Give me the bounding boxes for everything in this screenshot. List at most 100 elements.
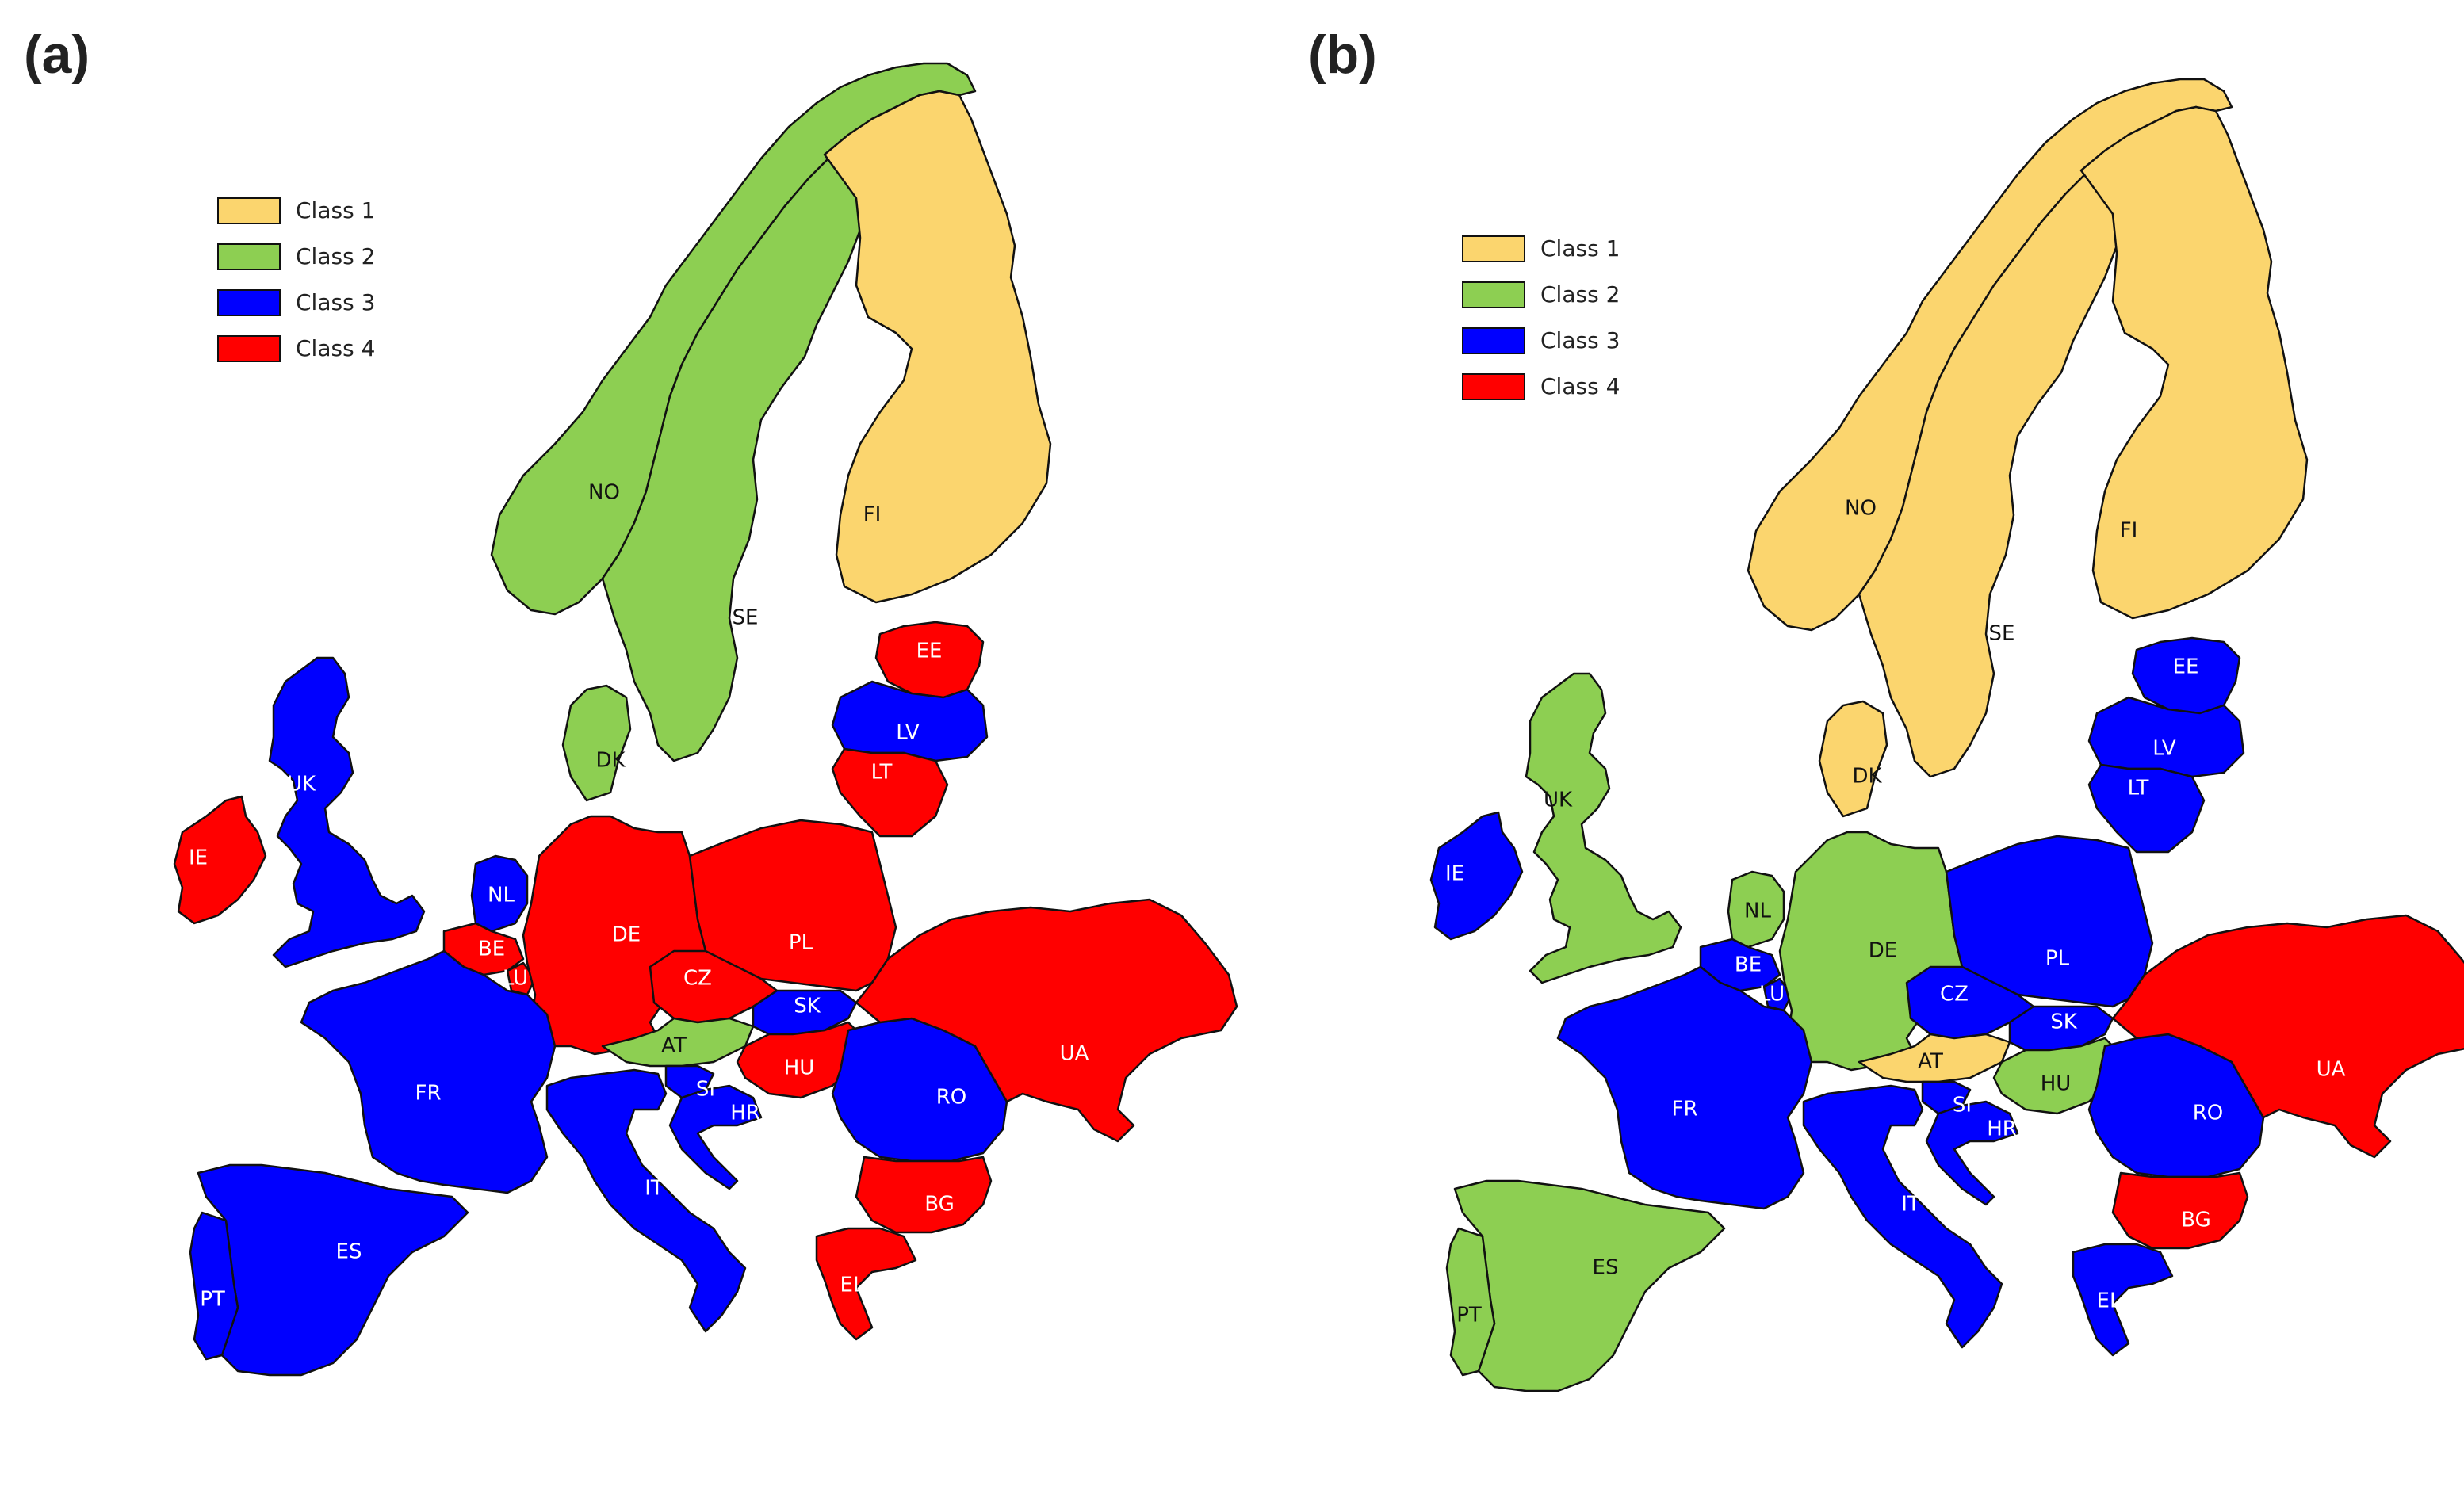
country-uk bbox=[268, 656, 426, 968]
country-label-dk: DK bbox=[1852, 765, 1882, 789]
country-dk bbox=[1818, 700, 1888, 818]
country-se bbox=[1858, 133, 2138, 778]
country-ua bbox=[855, 898, 1238, 1143]
legend-swatch-class-1 bbox=[217, 197, 281, 224]
country-hr bbox=[1925, 1100, 2019, 1206]
country-label-bg: BG bbox=[2181, 1209, 2211, 1232]
country-label-ua: UA bbox=[1060, 1042, 1089, 1066]
country-bg bbox=[2111, 1171, 2249, 1250]
country-label-lu: LU bbox=[503, 967, 528, 991]
country-label-sk: SK bbox=[2050, 1010, 2078, 1034]
country-fr bbox=[300, 949, 557, 1194]
legend-panel-b: Class 1 Class 2 Class 3 Class 4 bbox=[1462, 235, 1620, 400]
country-label-hr: HR bbox=[1987, 1117, 2017, 1141]
legend-label-class-3: Class 3 bbox=[1540, 327, 1620, 353]
country-label-fr: FR bbox=[415, 1082, 441, 1106]
country-ee bbox=[874, 621, 985, 699]
legend-label-class-4: Class 4 bbox=[1540, 373, 1620, 399]
country-label-be: BE bbox=[478, 938, 505, 961]
country-label-pt: PT bbox=[200, 1288, 225, 1312]
legend-label-class-4: Class 4 bbox=[296, 335, 375, 361]
country-label-hu: HU bbox=[784, 1056, 815, 1080]
country-at bbox=[601, 1017, 755, 1068]
country-label-ie: IE bbox=[189, 846, 208, 870]
country-bg bbox=[855, 1156, 993, 1234]
country-fi bbox=[823, 90, 1052, 604]
country-label-ua: UA bbox=[2317, 1058, 2346, 1082]
country-el bbox=[815, 1227, 917, 1341]
legend-swatch-class-3 bbox=[217, 289, 281, 316]
country-at bbox=[1858, 1033, 2011, 1083]
country-label-pt: PT bbox=[1456, 1304, 1482, 1327]
country-label-lt: LT bbox=[2128, 777, 2149, 800]
country-label-uk: UK bbox=[1544, 789, 1573, 812]
country-label-nl: NL bbox=[1744, 900, 1771, 923]
legend-label-class-2: Class 2 bbox=[296, 243, 375, 269]
country-hr bbox=[668, 1084, 763, 1190]
country-fr bbox=[1556, 965, 1813, 1210]
country-label-no: NO bbox=[588, 481, 620, 505]
country-label-hu: HU bbox=[2041, 1072, 2072, 1096]
country-label-bg: BG bbox=[924, 1193, 955, 1217]
country-ee bbox=[2131, 636, 2241, 715]
country-label-ro: RO bbox=[936, 1086, 967, 1110]
country-label-lt: LT bbox=[871, 761, 893, 785]
country-label-pl: PL bbox=[789, 931, 813, 955]
country-label-at: AT bbox=[1918, 1050, 1943, 1074]
country-label-fr: FR bbox=[1671, 1098, 1697, 1121]
country-label-ee: EE bbox=[916, 640, 943, 663]
country-label-sk: SK bbox=[794, 995, 821, 1018]
country-nl bbox=[470, 854, 529, 933]
legend-swatch-class-4 bbox=[217, 335, 281, 362]
country-label-be: BE bbox=[1735, 953, 1762, 977]
country-label-it: IT bbox=[1901, 1193, 1920, 1217]
country-pt bbox=[1445, 1227, 1496, 1377]
country-label-cz: CZ bbox=[683, 967, 712, 991]
legend-label-class-3: Class 3 bbox=[296, 289, 375, 315]
country-label-lv: LV bbox=[896, 721, 920, 745]
country-fi bbox=[2079, 105, 2309, 620]
legend-label-class-1: Class 1 bbox=[296, 197, 375, 223]
country-label-el: EL bbox=[840, 1274, 865, 1297]
country-es bbox=[1453, 1179, 1726, 1392]
country-label-no: NO bbox=[1845, 497, 1877, 521]
country-label-fi: FI bbox=[863, 503, 882, 527]
country-se bbox=[601, 117, 882, 762]
country-label-dk: DK bbox=[595, 749, 626, 773]
panel-b-label: (b) bbox=[1308, 25, 1377, 85]
legend-swatch-class-3 bbox=[1462, 327, 1525, 354]
country-label-at: AT bbox=[661, 1034, 687, 1058]
country-label-de: DE bbox=[612, 923, 641, 947]
country-label-lu: LU bbox=[1759, 983, 1785, 1007]
country-label-nl: NL bbox=[488, 884, 515, 907]
country-label-ie: IE bbox=[1445, 862, 1464, 886]
country-it bbox=[1802, 1084, 2003, 1349]
legend-label-class-1: Class 1 bbox=[1540, 235, 1620, 262]
country-sk bbox=[2008, 1005, 2114, 1052]
country-label-si: SI bbox=[1953, 1094, 1972, 1117]
legend-swatch-class-2 bbox=[1462, 281, 1525, 308]
country-label-uk: UK bbox=[287, 773, 316, 796]
country-it bbox=[545, 1068, 747, 1333]
country-es bbox=[197, 1163, 469, 1377]
country-label-de: DE bbox=[1869, 939, 1897, 963]
country-label-ee: EE bbox=[2173, 655, 2199, 679]
legend-label-class-2: Class 2 bbox=[1540, 281, 1620, 308]
country-label-es: ES bbox=[1593, 1256, 1619, 1280]
country-nl bbox=[1727, 870, 1785, 949]
country-label-hr: HR bbox=[730, 1102, 760, 1125]
country-ie bbox=[1429, 811, 1524, 941]
country-lt bbox=[831, 747, 949, 838]
country-label-it: IT bbox=[645, 1177, 664, 1201]
country-label-ro: RO bbox=[2193, 1102, 2224, 1125]
country-uk bbox=[1525, 672, 1682, 984]
country-label-es: ES bbox=[336, 1240, 362, 1264]
country-lt bbox=[2087, 763, 2206, 854]
panel-a-label: (a) bbox=[24, 25, 90, 85]
country-label-si: SI bbox=[696, 1078, 715, 1102]
country-ie bbox=[173, 795, 267, 925]
country-label-lv: LV bbox=[2152, 737, 2176, 761]
